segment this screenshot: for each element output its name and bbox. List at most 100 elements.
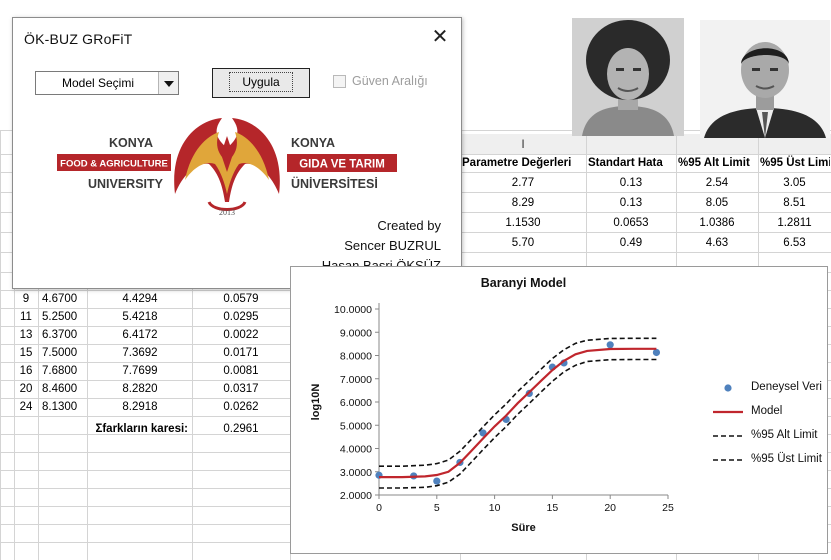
data-cell[interactable]: 8.2820 [122,383,158,395]
logo-en-line2: FOOD & AGRICULTURE [60,159,168,170]
close-icon[interactable]: ✕ [431,26,449,48]
data-cell[interactable]: 7.3692 [122,347,158,359]
confidence-interval-checkbox[interactable] [333,75,346,88]
legend-label: Deneysel Veri [751,381,822,393]
data-cell[interactable]: 7.6800 [42,365,78,377]
data-cell[interactable]: 0.0295 [223,311,259,323]
data-cell[interactable]: 11 [20,311,32,323]
chevron-down-icon[interactable] [158,72,178,94]
legend-label: Model [751,405,783,417]
data-point [652,348,661,357]
model-select-value: Model Seçimi [61,76,135,90]
param-cell[interactable]: 8.05 [705,197,729,209]
x-tick-label: 25 [662,502,674,514]
data-cell[interactable]: 4.6700 [42,293,78,305]
param-cell[interactable]: 3.05 [783,177,806,189]
param-cell[interactable]: 6.53 [783,237,806,249]
column-header-j[interactable] [586,134,676,155]
x-tick-label: 15 [547,502,559,514]
confidence-interval-label: Güven Aralığı [352,74,428,88]
data-cell[interactable]: 9 [22,293,30,305]
data-cell[interactable]: 7.7699 [122,365,158,377]
y-tick-label: 9.0000 [340,327,372,339]
author-photo-2 [700,20,830,138]
data-cell[interactable]: 4.4294 [122,293,158,305]
logo-en-line1: KONYA [109,136,153,150]
data-cell[interactable]: 13 [19,329,33,341]
dialog-title: ÖK-BUZ GRoFiT [24,31,133,47]
apply-button-label: Uygula [229,72,293,92]
logo-en-line3: UNIVERSITY [88,177,164,191]
param-cell[interactable]: 2.77 [511,177,535,189]
x-tick-label: 0 [376,502,382,514]
param-cell[interactable]: 0.13 [619,197,643,209]
y-tick-label: 3.0000 [340,467,372,479]
data-cell[interactable]: 0.0022 [223,329,259,341]
data-cell[interactable]: 0.0171 [223,347,259,359]
y-tick-label: 7.0000 [340,374,372,386]
data-cell[interactable]: 8.4600 [42,383,78,395]
data-cell[interactable]: 0.0081 [223,365,259,377]
data-cell[interactable]: 15 [19,347,33,359]
data-cell[interactable]: 6.3700 [42,329,78,341]
data-cell[interactable]: 0.0317 [223,383,259,395]
param-cell[interactable]: 2.54 [705,177,729,189]
x-axis-label: Süre [511,522,535,534]
legend-label: %95 Üst Limit [751,453,822,465]
data-point [433,477,441,485]
model-select-dropdown[interactable]: Model Seçimi [35,71,179,95]
data-cell[interactable]: 24 [19,401,33,413]
logo-tr-line2: GIDA VE TARIM [299,159,385,171]
author-photo-1 [572,18,684,136]
logo-year: 2013 [219,208,235,217]
model-line [379,347,657,479]
sum-label: Σfarkların karesi: [95,423,188,435]
data-cell[interactable]: 8.1300 [42,401,78,413]
data-point [479,429,487,437]
data-cell[interactable]: 6.4172 [122,329,158,341]
param-cell[interactable]: 4.63 [705,237,729,249]
param-cell[interactable]: 8.29 [511,197,535,209]
apply-button[interactable]: Uygula [212,68,310,98]
param-header-std-error: Standart Hata [588,157,663,169]
logo-en-banner [57,154,171,171]
legend-label: %95 Alt Limit [751,429,818,441]
y-tick-label: 5.0000 [340,420,372,432]
data-cell[interactable]: 20 [19,383,33,395]
data-cell[interactable]: 0.0262 [223,401,259,413]
param-cell[interactable]: 8.51 [783,197,806,209]
y-tick-label: 2.0000 [340,490,372,502]
param-cell[interactable]: 0.13 [619,177,643,189]
param-header-lower: %95 Alt Limit [678,157,750,169]
column-header-i[interactable]: I [460,134,586,155]
x-tick-label: 20 [604,502,616,514]
param-cell[interactable]: 5.70 [511,237,535,249]
param-header-upper: %95 Üst Limit [760,157,830,169]
university-logo: KONYA FOOD & AGRICULTURE UNIVERSITY 2013… [57,114,397,224]
lower-limit-line [379,358,657,489]
baranyi-chart[interactable]: Baranyi Model 2.0000 3.0000 4.0000 5.0000 6.0… [290,266,828,554]
data-cell[interactable]: 7.5000 [42,347,78,359]
data-point [606,341,614,349]
y-tick-label: 6.0000 [340,397,372,409]
grofit-dialog: ÖK-BUZ GRoFiT ✕ Model Seçimi Uygula Güve… [12,17,462,289]
param-cell[interactable]: 0.0653 [613,217,649,229]
gridline [38,130,39,560]
data-cell[interactable]: 0.0579 [223,293,259,305]
param-cell[interactable]: 1.0386 [699,217,735,229]
chart-title: Baranyi Model [481,276,566,290]
credit-line-2: Sencer BUZRUL [344,238,441,253]
y-tick-label: 4.0000 [340,444,372,456]
data-cell[interactable]: 8.2918 [122,401,158,413]
logo-emblem-icon: 2013 [174,118,280,217]
data-cell[interactable]: 5.2500 [42,311,78,323]
param-cell[interactable]: 1.1530 [505,217,541,229]
sum-value: 0.2961 [223,423,259,435]
param-header: Parametre Değerleri [462,157,572,169]
param-cell[interactable]: 0.49 [619,237,643,249]
gridline [14,130,15,560]
data-cell[interactable]: 16 [19,365,33,377]
data-cell[interactable]: 5.4218 [122,311,158,323]
logo-tr-line3: ÜNİVERSİTESİ [291,176,378,191]
param-cell[interactable]: 1.2811 [777,217,812,229]
